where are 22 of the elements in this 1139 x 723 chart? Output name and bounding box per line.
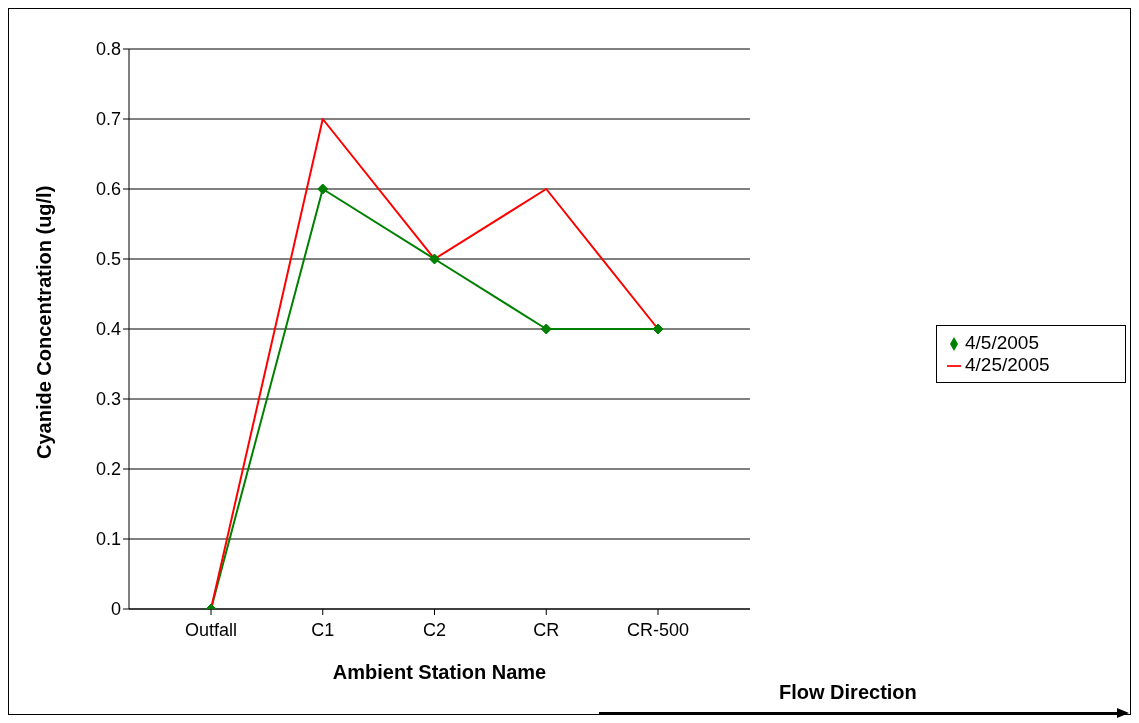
y-tick-label: 0.1 bbox=[95, 529, 121, 550]
y-tick-label: 0.6 bbox=[95, 179, 121, 200]
x-tick-label: C1 bbox=[311, 619, 335, 640]
legend-label: 4/25/2005 bbox=[965, 354, 1050, 375]
y-tick-label: 0.4 bbox=[95, 319, 121, 340]
point bbox=[429, 253, 440, 265]
x-tick-label: CR bbox=[533, 619, 560, 640]
x-axis-title: Ambient Station Name bbox=[332, 661, 547, 683]
x-tick-label: C2 bbox=[422, 619, 447, 640]
y-tick-label: 0.7 bbox=[95, 109, 121, 130]
y-tick-label: 0.8 bbox=[95, 39, 121, 60]
y-tick-label: 0.2 bbox=[95, 459, 121, 480]
y-tick-label: 0.3 bbox=[95, 389, 121, 410]
legend-label: 4/5/2005 bbox=[965, 332, 1039, 353]
x-tick-label: CR-500 bbox=[626, 619, 690, 640]
text: Flow Direction bbox=[779, 681, 917, 704]
y-tick-label: 0 bbox=[110, 599, 121, 620]
y-tick-label: 0.5 bbox=[95, 249, 121, 270]
x-tick-label: Outfall bbox=[184, 619, 238, 640]
point bbox=[540, 323, 552, 335]
y-axis-title: Cyanide Concentration (ug/l) bbox=[33, 185, 56, 459]
point bbox=[317, 183, 329, 195]
